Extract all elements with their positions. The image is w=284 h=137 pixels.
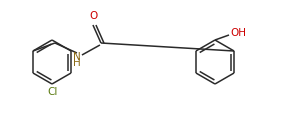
Text: N: N xyxy=(73,52,81,62)
Text: H: H xyxy=(73,58,81,68)
Text: Cl: Cl xyxy=(48,87,58,97)
Text: O: O xyxy=(90,11,98,21)
Text: OH: OH xyxy=(230,28,246,38)
